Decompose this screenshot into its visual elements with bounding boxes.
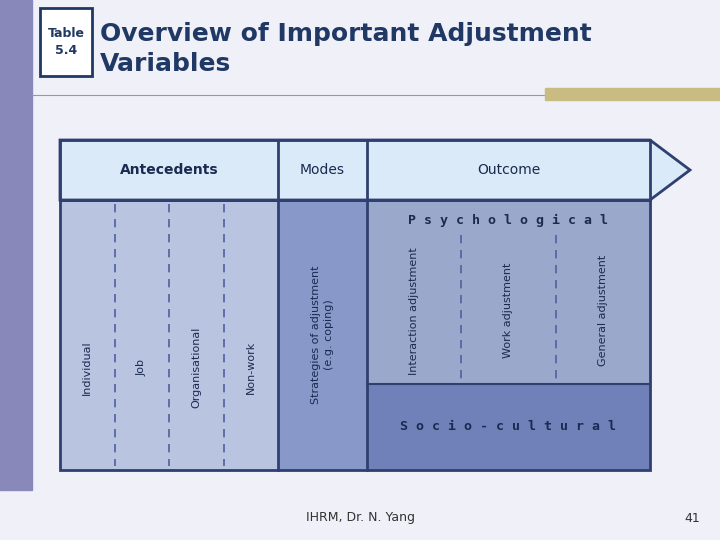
Text: Strategies of adjustment
(e.g. coping): Strategies of adjustment (e.g. coping) <box>311 266 334 404</box>
Text: Organisational: Organisational <box>192 327 202 408</box>
Text: Individual: Individual <box>82 340 92 395</box>
Bar <box>545 88 720 100</box>
Text: Table
5.4: Table 5.4 <box>48 27 84 57</box>
Text: Outcome: Outcome <box>477 163 540 177</box>
Bar <box>40 8 92 76</box>
Polygon shape <box>60 140 690 200</box>
Text: S o c i o - c u l t u r a l: S o c i o - c u l t u r a l <box>400 420 616 433</box>
Text: P s y c h o l o g i c a l: P s y c h o l o g i c a l <box>408 213 608 227</box>
Text: Work adjustment: Work adjustment <box>503 263 513 359</box>
Text: General adjustment: General adjustment <box>598 255 608 367</box>
Bar <box>60 200 650 470</box>
Text: 41: 41 <box>684 511 700 524</box>
Bar <box>279 200 366 470</box>
Bar <box>60 200 279 470</box>
Text: Interaction adjustment: Interaction adjustment <box>409 247 419 375</box>
Text: IHRM, Dr. N. Yang: IHRM, Dr. N. Yang <box>305 511 415 524</box>
Text: Job: Job <box>137 359 147 376</box>
Bar <box>366 383 650 470</box>
Bar <box>60 140 650 200</box>
Text: Variables: Variables <box>100 52 231 76</box>
Text: Overview of Important Adjustment: Overview of Important Adjustment <box>100 22 592 46</box>
Bar <box>366 200 650 383</box>
Text: Antecedents: Antecedents <box>120 163 218 177</box>
Text: Modes: Modes <box>300 163 345 177</box>
Bar <box>0 0 32 490</box>
Text: Non-work: Non-work <box>246 341 256 394</box>
